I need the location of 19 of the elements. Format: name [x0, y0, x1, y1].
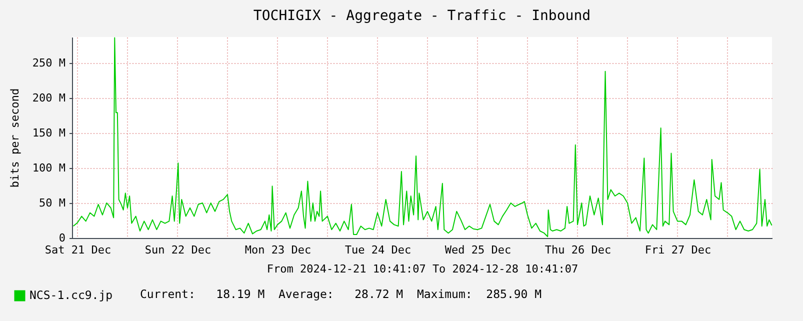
- y-axis-title: bits per second: [8, 88, 22, 188]
- text: Current: 18.19 M Average: 28.72 M Maximum: 285.90 M: [140, 287, 542, 301]
- x-tick-label: Tue 24 Dec: [344, 244, 412, 256]
- y-tick-label: 0: [58, 232, 66, 244]
- line-series: [72, 37, 772, 238]
- x-tick-label: Mon 23 Dec: [244, 244, 312, 256]
- y-tick-label: 100 M: [32, 161, 66, 174]
- y-tick-label: 200 M: [32, 91, 66, 104]
- chart-title: TOCHIGIX - Aggregate - Traffic - Inbound: [253, 8, 591, 24]
- y-tick-label: 150 M: [32, 126, 66, 140]
- x-tick-label: Sun 22 Dec: [144, 244, 212, 256]
- x-axis-title: From 2024-12-21 10:41:07 To 2024-12-28 10:41:07: [266, 262, 578, 276]
- x-tick-label: Sat 21 Dec: [44, 244, 112, 256]
- legend-label: NCS-1.cc9.jp: [30, 288, 113, 302]
- x-tick-label: Thu 26 Dec: [544, 244, 612, 256]
- x-tick-label: Wed 25 Dec: [444, 244, 512, 256]
- x-tick-label: Fri 27 Dec: [644, 244, 712, 256]
- y-tick-label: 50 M: [39, 196, 66, 210]
- y-tick-label: 250 M: [32, 56, 66, 70]
